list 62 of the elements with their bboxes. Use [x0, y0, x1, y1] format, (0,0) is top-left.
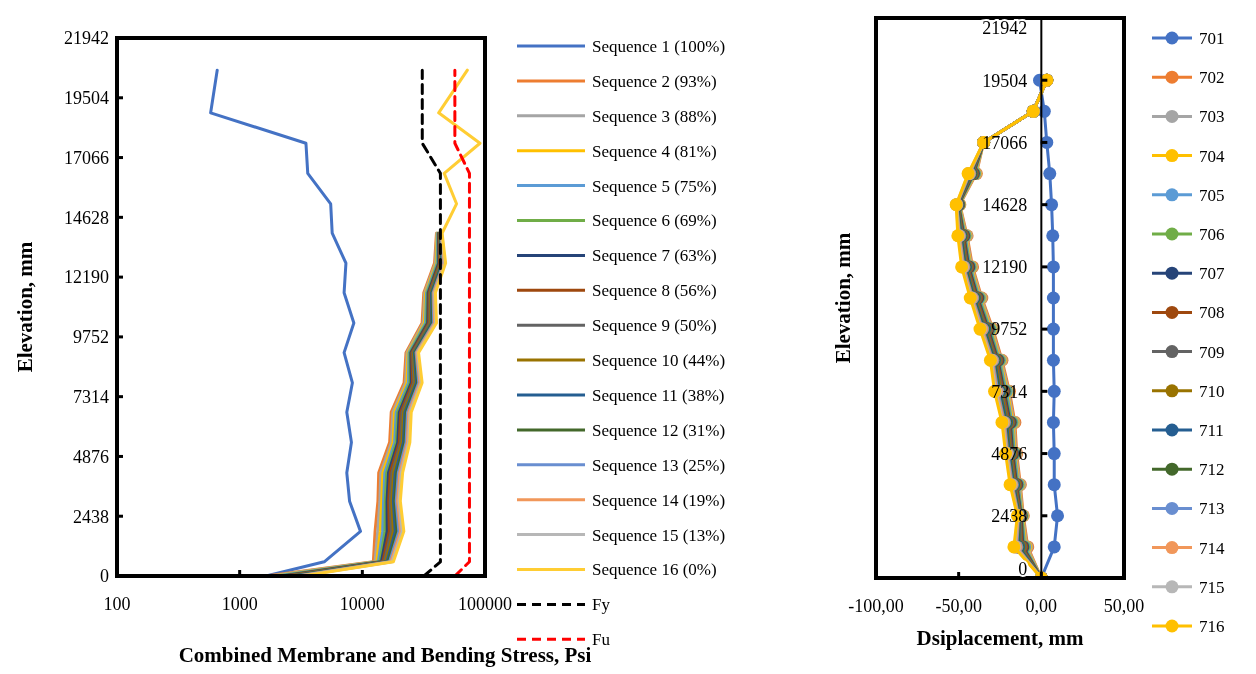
legend-label: Sequence 11 (38%)	[592, 385, 725, 405]
legend-label: Fy	[592, 595, 611, 615]
legend-label: 702	[1199, 68, 1225, 88]
legend-label: Sequence 4 (81%)	[592, 141, 717, 161]
legend-label: Sequence 2 (93%)	[592, 71, 717, 91]
y-tick-label: 21942	[982, 18, 1028, 39]
y-tick-label: 7314	[991, 381, 1028, 402]
legend-label: 705	[1199, 185, 1225, 205]
legend-label: 712	[1199, 460, 1225, 480]
legend-label: Fu	[592, 630, 611, 650]
legend-label: Sequence 9 (50%)	[592, 316, 717, 336]
legend-label: 708	[1199, 303, 1225, 323]
legend-label: 711	[1199, 420, 1224, 440]
x-tick-label: 100	[103, 594, 131, 614]
legend-label: Sequence 7 (63%)	[592, 246, 717, 266]
y-tick-label: 19504	[982, 70, 1028, 91]
x-tick-label: 1000	[221, 594, 258, 614]
legend-label: 707	[1199, 264, 1225, 284]
legend-label: 715	[1199, 577, 1225, 597]
y-tick-label: 0	[1018, 559, 1028, 580]
legend-label: 709	[1199, 342, 1225, 362]
y-tick-label: 0	[100, 566, 109, 587]
legend-label: 714	[1199, 538, 1225, 558]
legend-label: Sequence 15 (13%)	[592, 525, 726, 545]
y-tick-label: 2438	[73, 506, 109, 527]
legend-label: 716	[1199, 616, 1225, 636]
y-tick-label: 12190	[64, 267, 109, 288]
x-tick-label: 100000	[458, 594, 512, 614]
y-tick-label: 9752	[73, 327, 109, 348]
y-tick-label: 4876	[73, 446, 109, 467]
legend-label: Sequence 10 (44%)	[592, 351, 726, 371]
legend-label: 701	[1199, 28, 1225, 48]
legend-label: Sequence 16 (0%)	[592, 560, 717, 580]
legend-label: 703	[1199, 107, 1225, 127]
legend-label: Sequence 12 (31%)	[592, 420, 726, 440]
legend-label: 706	[1199, 224, 1225, 244]
x-tick-label: 50,00	[1103, 596, 1145, 616]
legend-label: 710	[1199, 381, 1225, 401]
legend-label: Sequence 1 (100%)	[592, 36, 726, 56]
legend-label: Sequence 13 (25%)	[592, 455, 726, 475]
y-tick-label: 7314	[73, 386, 109, 407]
y-tick-label: 14628	[982, 194, 1028, 215]
legend-label: 713	[1199, 499, 1225, 519]
y-tick-label: 21942	[64, 28, 109, 49]
legend-label: Sequence 8 (56%)	[592, 281, 717, 301]
x-axis-title: Dsiplacement, mm	[916, 626, 1084, 650]
y-tick-label: 12190	[982, 257, 1028, 278]
y-tick-label: 19504	[64, 88, 109, 109]
legend-label: 704	[1199, 146, 1225, 166]
y-axis-title: Elevation, mm	[13, 241, 38, 373]
legend-label: Sequence 6 (69%)	[592, 211, 717, 231]
x-tick-label: 0,00	[1025, 596, 1058, 616]
x-tick-label: -100,00	[848, 596, 904, 616]
x-tick-label: 10000	[339, 594, 385, 614]
x-axis-title: Combined Membrane and Bending Stress, Psi	[178, 643, 592, 667]
legend-label: Sequence 14 (19%)	[592, 490, 726, 510]
y-tick-label: 14628	[64, 207, 109, 228]
y-axis-title: Elevation, mm	[831, 232, 856, 364]
legend-label: Sequence 3 (88%)	[592, 106, 717, 126]
legend-label: Sequence 5 (75%)	[592, 176, 717, 196]
y-tick-label: 17066	[64, 147, 109, 168]
x-tick-label: -50,00	[935, 596, 982, 616]
